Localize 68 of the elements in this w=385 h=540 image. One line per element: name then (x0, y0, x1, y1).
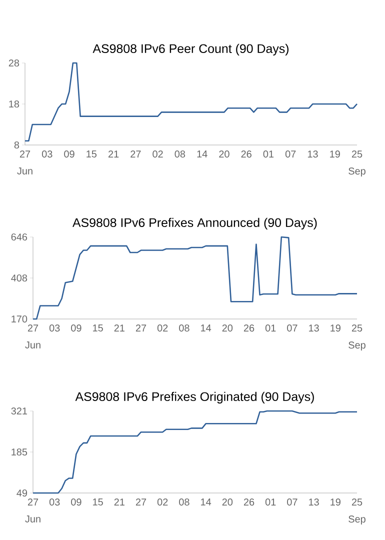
text: Jun (25, 516, 40, 522)
y-tick-label: 18 (9, 100, 20, 108)
line-series (32, 236, 358, 320)
text: Sep (348, 342, 366, 351)
x-tick-label: 07 (287, 498, 298, 506)
x-tick-label: 13 (309, 498, 319, 506)
x-tick-label: 13 (309, 324, 319, 332)
x-tick-label: 01 (265, 324, 276, 332)
y-tick-label: 49 (16, 489, 28, 497)
x-tick-label: 09 (71, 498, 82, 506)
x-tick-label: 09 (64, 150, 74, 158)
x-tick-label: 27 (136, 498, 146, 506)
x-tick-label: 27 (136, 324, 146, 332)
x-tick-label: 03 (49, 324, 60, 332)
x-tick-label: 01 (265, 498, 276, 506)
y-tick-label: 646 (11, 233, 28, 241)
x-tick-label: 19 (330, 150, 340, 158)
x-tick-label: 27 (20, 150, 30, 158)
x-tick-label: 27 (28, 498, 38, 506)
x-tick-label: 14 (201, 324, 212, 332)
chart-title: AS9808 IPv6 Peer Count (90 Days) (92, 44, 288, 56)
x-tick-label: 15 (86, 150, 97, 158)
x-tick-label: 08 (179, 324, 190, 332)
x-tick-label: 03 (42, 150, 52, 158)
x-tick-label: 15 (93, 324, 103, 332)
x-tick-label: 01 (263, 150, 274, 158)
x-tick-label: 26 (241, 150, 252, 158)
x-tick-label: 21 (108, 150, 119, 158)
x-tick-label: 25 (352, 150, 362, 158)
y-tick-label: 408 (11, 274, 28, 282)
x-tick-label: 25 (352, 324, 362, 332)
x-tick-label: 25 (352, 498, 362, 506)
y-tick-label: 8 (14, 141, 20, 149)
x-tick-label: 02 (157, 498, 168, 506)
chart-title: AS9808 IPv6 Prefixes Announced (90 Days) (72, 218, 317, 230)
text: Jun (17, 168, 32, 174)
y-tick-label: 28 (8, 59, 20, 67)
y-tick-label: 185 (12, 448, 28, 456)
x-tick-label: 21 (114, 498, 124, 506)
x-tick-label: 02 (152, 150, 163, 158)
x-tick-label: 03 (49, 498, 60, 506)
x-tick-label: 08 (174, 150, 186, 158)
x-tick-label: 09 (71, 324, 82, 332)
x-tick-label: 19 (330, 498, 340, 506)
x-tick-label: 14 (197, 150, 208, 158)
x-tick-label: 02 (157, 324, 168, 332)
y-tick-label: 170 (12, 315, 28, 323)
x-tick-label: 15 (93, 498, 103, 506)
x-tick-label: 08 (179, 498, 190, 506)
x-tick-label: 20 (219, 150, 230, 158)
y-tick-label: 321 (11, 407, 27, 415)
x-tick-label: 27 (28, 324, 38, 332)
line-series (32, 410, 358, 494)
x-tick-label: 14 (201, 498, 212, 506)
x-tick-label: 07 (287, 324, 298, 332)
x-tick-label: 27 (130, 150, 141, 158)
x-tick-label: 19 (330, 324, 340, 332)
x-tick-label: 07 (285, 150, 296, 158)
x-tick-label: 13 (308, 150, 318, 158)
x-tick-label: 20 (222, 324, 233, 332)
text: Jun (25, 342, 40, 348)
chart-title: AS9808 IPv6 Prefixes Originated (90 Days) (75, 392, 314, 404)
text: Sep (348, 168, 366, 177)
x-tick-label: 21 (114, 324, 124, 332)
x-tick-label: 26 (244, 324, 254, 332)
x-tick-label: 20 (222, 498, 233, 506)
x-tick-label: 26 (244, 498, 254, 506)
text: Sep (348, 516, 366, 525)
